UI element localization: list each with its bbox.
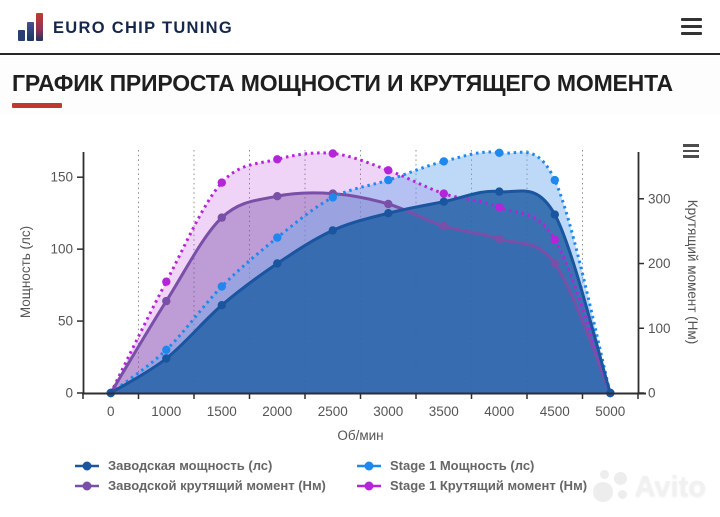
series-2-point [217,213,226,222]
chart-legend: Заводская мощность (лс) Stage 1 Мощность… [74,458,674,493]
series-3-area [110,152,611,393]
title-accent-bar [12,103,62,108]
y-right-axis-title: Крутящий момент (Нм) [685,200,700,344]
menu-button[interactable] [681,14,702,39]
series-2-point [606,388,615,398]
series-0-point [606,388,615,398]
avito-watermark: Avito [586,465,712,509]
series-2-point [495,234,504,244]
series-1-point [550,175,559,185]
series-0-point [495,187,504,196]
series-3-point [273,155,282,164]
legend-item-stock-torque[interactable]: Заводской крутящий момент (Нм) [74,478,356,493]
y-right-tick-label: 100 [648,321,671,336]
logo-text: EURO CHIP TUNING [53,18,234,37]
watermark-text: Avito [634,470,706,503]
series-0-point [384,209,393,218]
series-2-point [162,296,171,306]
y-right-tick-label: 300 [648,191,671,206]
series-1-point [328,193,337,202]
series-1-point [217,282,226,291]
x-tick-label: 2500 [318,404,348,419]
series-2-point [439,221,448,231]
series-3-point [606,388,615,398]
series-0-point [273,259,282,268]
series-1-area [110,152,611,393]
series-3-point [162,277,171,286]
y-right-tick-label: 200 [648,256,671,271]
x-tick-label: 1000 [151,404,181,419]
y-left-tick-label: 0 [65,386,73,401]
y-left-tick-label: 50 [58,314,73,329]
series-1-point [162,345,171,354]
series-2-area [110,192,611,393]
series-1-point [384,175,393,185]
series-1-point [439,157,448,166]
series-1-point [106,388,116,398]
legend-label: Заводская мощность (лс) [108,458,273,473]
series-0-point [328,226,337,235]
logo[interactable]: EURO CHIP TUNING [18,12,234,41]
y-left-tick-label: 150 [50,170,73,185]
x-tick-label: 4500 [540,404,570,419]
series-3-point [495,203,504,212]
series-3-point [550,235,559,244]
chart-context-menu-button[interactable] [681,142,701,160]
legend-item-stage1-power[interactable]: Stage 1 Мощность (лс) [356,458,674,473]
page-title: ГРАФИК ПРИРОСТА МОЩНОСТИ И КРУТЯЩЕГО МОМ… [12,70,673,96]
series-1-point [273,233,282,242]
series-3-point [106,388,116,398]
legend-item-stock-power[interactable]: Заводская мощность (лс) [74,458,356,473]
series-3-point [384,166,393,175]
series-2-point [550,259,559,268]
y-right-tick-label: 0 [648,386,656,401]
avito-logo-icon [592,469,629,505]
y-left-axis-title: Мощность (лс) [18,226,33,318]
header: EURO CHIP TUNING [0,0,720,55]
legend-marker-icon [75,461,99,470]
series-1-point [495,148,504,157]
legend-label: Заводской крутящий момент (Нм) [108,478,326,493]
x-tick-label: 0 [107,404,115,419]
series-2-point [328,189,337,198]
series-1-point [606,388,615,398]
series-2-line [109,191,612,394]
series-0-area [110,190,611,393]
hamburger-icon [681,18,702,21]
series-0-point [439,197,448,206]
legend-marker-icon [357,461,381,470]
x-tick-label: 3000 [373,404,403,419]
series-3-point [328,149,337,158]
logo-bars-icon [18,12,43,41]
series-3-point [217,178,226,187]
series-3-line [109,151,612,394]
title-section: ГРАФИК ПРИРОСТА МОЩНОСТИ И КРУТЯЩЕГО МОМ… [0,57,720,115]
x-tick-label: 1500 [207,404,237,419]
series-2-point [106,388,116,398]
legend-label: Stage 1 Мощность (лс) [390,458,535,473]
series-2-point [273,192,282,201]
series-2-point [384,199,393,209]
x-tick-label: 2000 [262,404,292,419]
series-3-point [439,189,448,198]
series-0-line [110,189,612,395]
chart-menu-icon [683,144,699,147]
x-tick-label: 4000 [484,404,514,419]
series-0-point [106,388,116,398]
series-1-line [109,150,612,395]
y-left-tick-label: 100 [50,242,73,257]
x-axis-title: Об/мин [337,428,383,443]
x-tick-label: 5000 [595,404,625,419]
legend-label: Stage 1 Крутящий момент (Нм) [390,478,588,493]
legend-item-stage1-torque[interactable]: Stage 1 Крутящий момент (Нм) [356,478,674,493]
series-0-point [217,301,226,310]
series-0-point [550,210,559,219]
x-tick-label: 3500 [429,404,459,419]
series-0-point [162,354,171,363]
legend-marker-icon [357,481,381,490]
legend-marker-icon [75,481,99,490]
